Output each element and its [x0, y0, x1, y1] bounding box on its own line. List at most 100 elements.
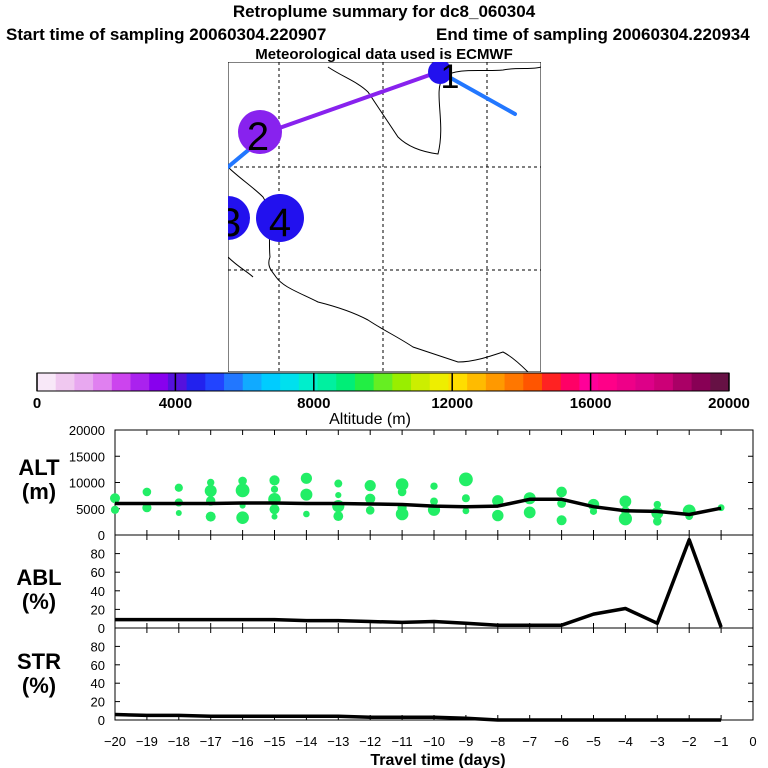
alt-scatter-point: [271, 513, 278, 520]
str-label-text: STR: [17, 649, 61, 674]
colorbar-tick-label: 0: [33, 395, 41, 412]
alt-scatter-point: [110, 505, 120, 514]
alt-scatter-point: [205, 511, 216, 522]
colorbar-cell: [579, 373, 599, 391]
colorbar-cell: [280, 373, 300, 391]
y-tick-label: 5000: [76, 502, 105, 517]
colorbar-cell: [186, 373, 206, 391]
x-tick-label: −11: [392, 734, 413, 749]
alt-scatter-point: [269, 504, 280, 515]
colorbar-label: Altitude (m): [329, 411, 411, 428]
alt-scatter-point: [462, 507, 470, 515]
y-tick-label: 40: [91, 584, 105, 599]
colorbar-cell: [616, 373, 636, 391]
alt-scatter-point: [142, 503, 152, 513]
y-tick-label: 40: [91, 676, 105, 691]
chart-title: Retroplume summary for dc8_060304: [232, 2, 536, 21]
colorbar-cell: [37, 373, 57, 391]
x-tick-label: −8: [490, 734, 505, 749]
alt-scatter-point: [459, 472, 473, 487]
colorbar-cell: [541, 373, 562, 391]
colorbar-cell: [392, 373, 412, 391]
alt-scatter-point: [492, 509, 504, 522]
colorbar-cell: [691, 373, 711, 391]
colorbar-cell: [504, 373, 524, 391]
x-tick-label: −16: [232, 734, 254, 749]
x-tick-label: −18: [168, 734, 190, 749]
alt-scatter-point: [269, 475, 280, 486]
y-tick-label: 10000: [69, 476, 105, 491]
trajectory-markers: 1 2 3 4: [228, 62, 459, 245]
str-label-unit: (%): [21, 673, 57, 698]
colorbar-cell: [93, 373, 113, 391]
end-time: End time of sampling 20060304.220934: [436, 25, 750, 44]
colorbar-tick-label: 20000: [708, 395, 750, 412]
alt-scatter-point: [235, 483, 250, 498]
map-grid: [228, 62, 541, 372]
met-data-label: Meteorological data used is ECMWF: [255, 46, 513, 63]
colorbar-cell: [242, 373, 262, 391]
colorbar-cell: [560, 373, 580, 391]
colorbar-cell: [448, 373, 468, 391]
y-tick-label: 0: [98, 528, 105, 543]
x-tick-label: −17: [200, 734, 222, 749]
alt-label-unit: (m): [21, 479, 57, 504]
alt-scatter-point: [204, 484, 217, 497]
alt-scatter-point: [430, 482, 438, 490]
colorbar-cell: [336, 373, 356, 391]
y-tick-label: 0: [98, 621, 105, 636]
str-series-line: [114, 712, 722, 722]
alt-scatter-point: [365, 493, 376, 504]
colorbar-cell: [523, 373, 543, 391]
colorbar-cell: [654, 373, 674, 391]
x-tick-label: −15: [263, 734, 285, 749]
alt-scatter-point: [589, 507, 598, 515]
y-tick-label: 0: [98, 713, 105, 728]
alt-scatter-point: [461, 494, 470, 503]
colorbar-tick-label: 8000: [297, 395, 330, 412]
alt-panel-label: ALT (m): [4, 456, 74, 504]
alt-scatter-point: [556, 515, 567, 526]
x-tick-label: −13: [327, 734, 349, 749]
colorbar-cell: [467, 373, 487, 391]
colorbar-cell: [354, 373, 375, 391]
y-tick-label: 80: [91, 639, 105, 654]
colorbar-cell: [149, 373, 169, 391]
abl-label-text: ABL: [16, 565, 62, 590]
colorbar-cell: [411, 373, 431, 391]
alt-series-line: [115, 497, 722, 517]
colorbar-cell: [261, 373, 281, 391]
y-tick-label: 60: [91, 658, 105, 673]
x-tick-label: −19: [136, 734, 158, 749]
alt-scatter-point: [335, 492, 342, 499]
str-panel: 0 20 40 60 80: [91, 627, 754, 728]
str-panel-label: STR (%): [4, 650, 74, 698]
alt-scatter-point: [300, 472, 312, 484]
alt-scatter-point: [395, 507, 409, 521]
colorbar-ticks: 0 4000 8000 12000 16000 20000: [33, 373, 750, 412]
alt-scatter-point: [110, 493, 120, 504]
colorbar-cell: [205, 373, 225, 391]
x-axis-label: Travel time (days): [370, 752, 505, 768]
str-frame: [114, 627, 754, 721]
marker-1-label: 1: [441, 62, 460, 96]
x-tick-label: −5: [586, 734, 601, 749]
alt-scatter-point: [238, 476, 247, 486]
x-tick-label: −4: [618, 734, 633, 749]
x-tick-label: −6: [554, 734, 569, 749]
alt-scatter-point: [300, 488, 313, 501]
alt-scatter-point: [523, 506, 536, 519]
alt-label-text: ALT: [18, 455, 60, 480]
y-tick-label: 15000: [69, 449, 105, 464]
alt-scatter-point: [364, 480, 376, 492]
y-tick-label: 20000: [69, 425, 105, 438]
colorbar-tick-label: 16000: [570, 395, 612, 412]
colorbar-cell: [74, 373, 94, 391]
abl-panel-label: ABL (%): [4, 566, 74, 614]
alt-scatter-point: [556, 486, 567, 498]
abl-label-unit: (%): [21, 589, 57, 614]
marker-2-circle: [238, 110, 282, 154]
alt-scatter-point: [395, 478, 409, 491]
colorbar-cell: [635, 373, 655, 391]
sampling-times: Start time of sampling 20060304.220907 E…: [6, 26, 766, 44]
